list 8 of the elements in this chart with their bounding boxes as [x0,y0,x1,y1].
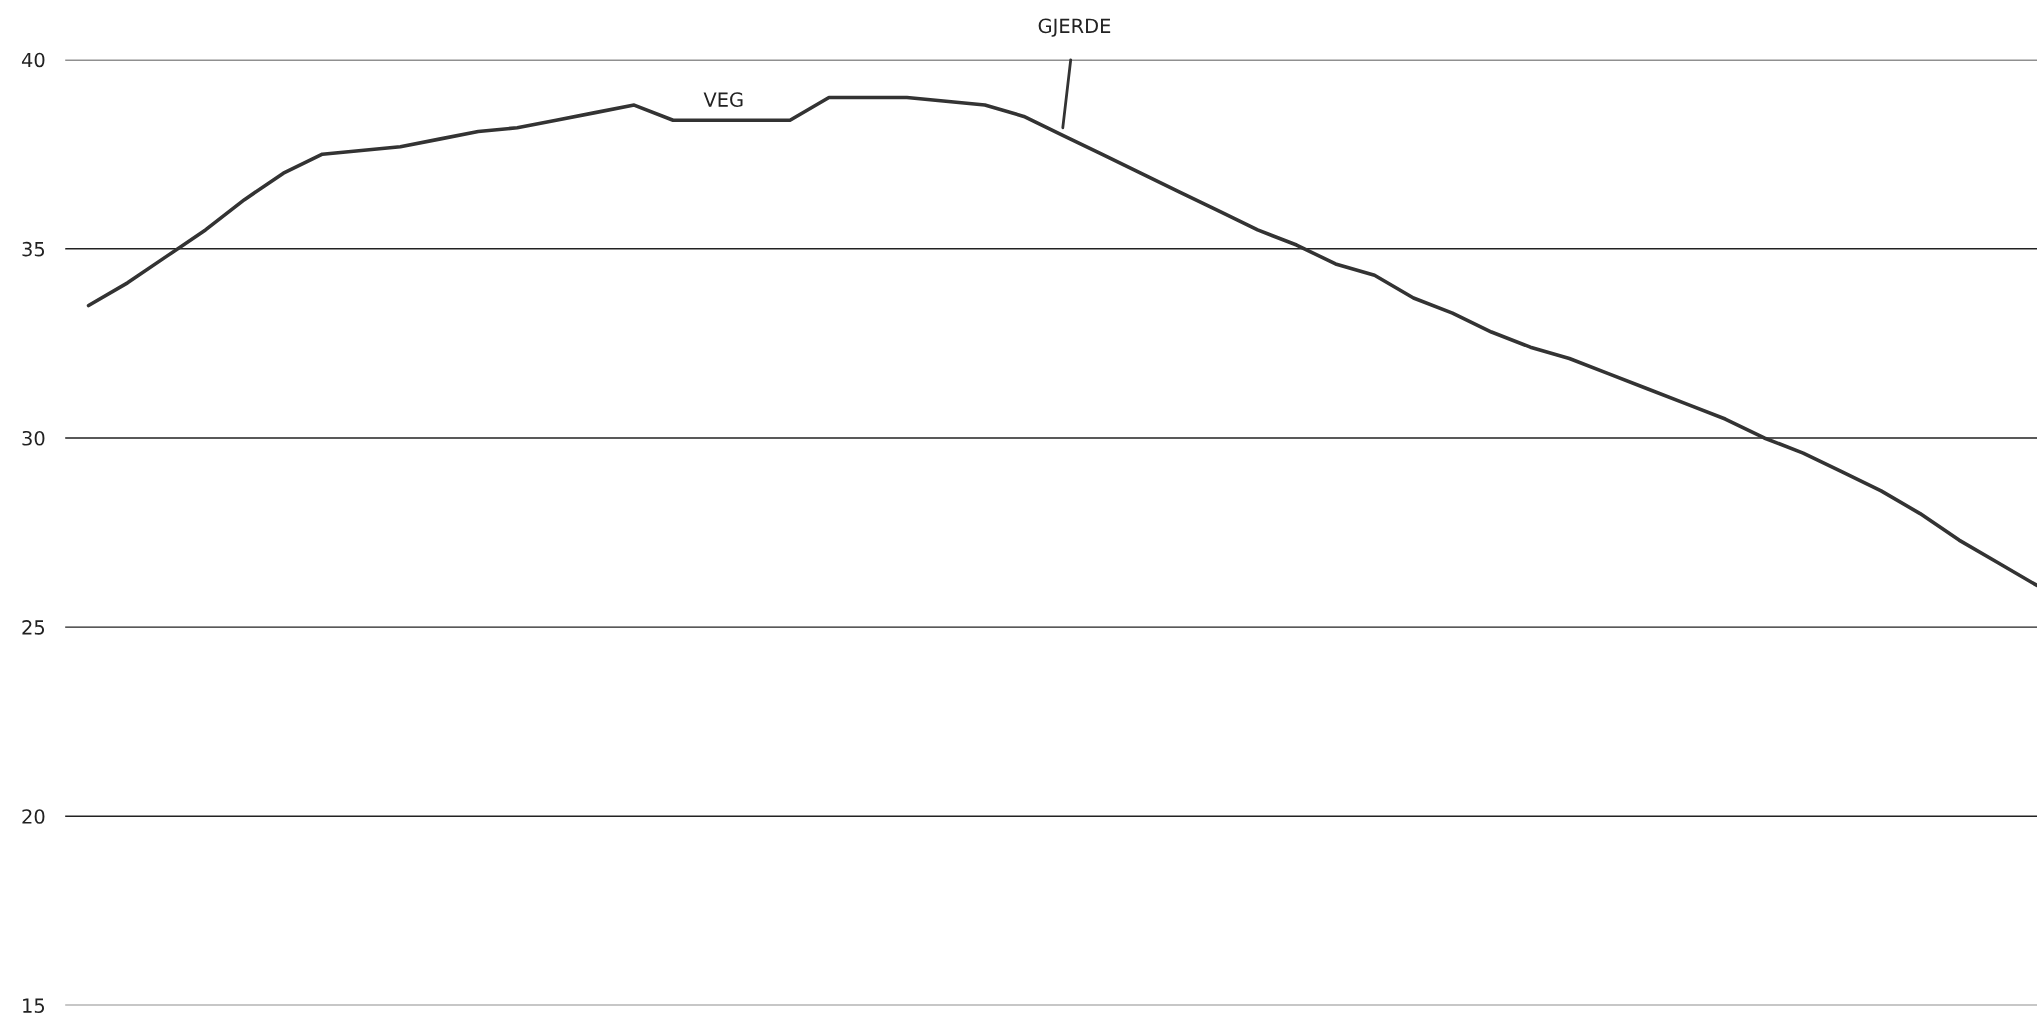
annotation: VEG [703,92,743,107]
y-tick-label: 30 [22,430,45,446]
text: GJERDE [1038,18,1111,37]
y-tick-label: 15 [23,998,45,1013]
y-tick-label: 25 [22,620,45,635]
y-tick-label: 35 [22,241,45,257]
y-tick-label: 40 [21,52,45,68]
y-tick-label: 20 [22,809,45,824]
